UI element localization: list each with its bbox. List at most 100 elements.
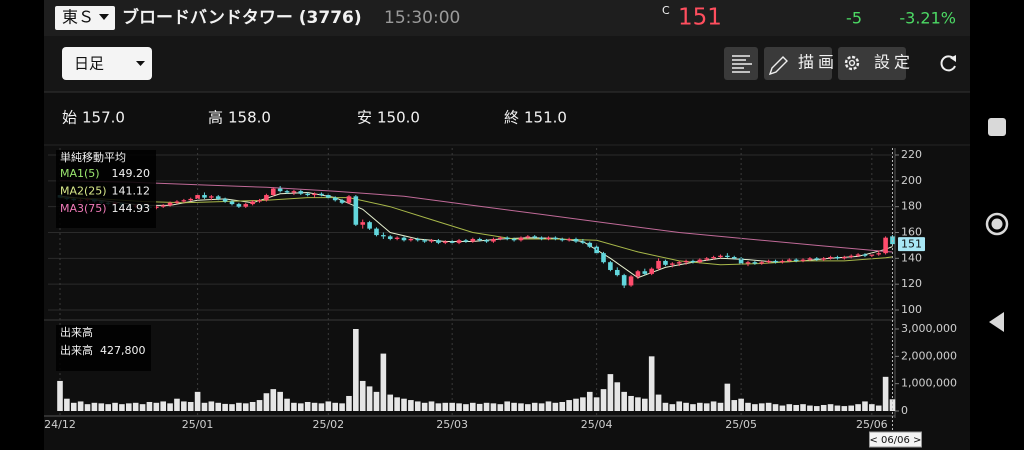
x-tick-label: 25/01 [182,418,214,431]
high-label: 高 [208,109,223,127]
low-label: 安 [357,109,372,127]
volume-bar [683,402,689,411]
candle-body [284,191,290,193]
volume-bar [194,391,201,411]
candle-body [580,241,586,243]
open-value: 157.0 [82,109,125,127]
settings-button[interactable]: 設定 [838,47,914,80]
candle-body [367,222,372,229]
pencil-icon [768,56,788,76]
volume-bar [421,402,428,411]
volume-bar [84,404,91,411]
volume-bar [414,401,421,411]
y-tick-label: 180 [901,200,922,213]
candle-body [477,238,482,241]
volume-bar [642,398,648,411]
volume-bar [738,398,744,411]
draw-button[interactable]: 描画 [764,47,838,80]
volume-bar [139,404,146,411]
candle-body [181,200,187,202]
candle-body [559,238,565,241]
volume-bar [270,389,277,411]
volume-bar [77,401,84,411]
period-selector[interactable]: 日足 [62,47,152,80]
settings-label[interactable]: 設定 [874,53,914,72]
candle-body [257,200,262,202]
volume-bar [353,329,359,411]
candle-body [277,188,283,192]
candle-body [566,238,572,241]
refresh-button[interactable] [940,55,956,72]
volume-bar [435,403,442,411]
candle-body [264,195,269,201]
volume-bar [772,404,779,411]
y-tick-label: 100 [901,303,922,316]
header-bar [44,0,970,36]
volume-bar [119,404,125,411]
volume-bar [793,404,799,411]
volume-bar [132,402,139,411]
change: -5 [846,9,862,28]
volume-bar [807,405,813,411]
refresh-icon[interactable] [940,55,956,72]
volume-bar [820,404,827,411]
candle-body [202,195,207,198]
button[interactable] [764,47,832,80]
x-tick-label: 25/06 [856,418,888,431]
candle-body [484,240,489,242]
high-value: 158.0 [228,109,271,127]
market-selector[interactable]: 東Ｓ [55,6,115,30]
volume-bar [187,401,194,411]
volume-bar [676,401,682,411]
draw-label[interactable]: 描画 [798,53,838,72]
home-button[interactable] [985,212,1009,236]
volume-bar [311,402,318,411]
volume-bar [573,398,579,411]
volume-bar [298,403,304,411]
volume-bar [724,383,731,411]
candle-body [869,254,875,256]
candle-body [401,237,407,241]
market-box[interactable] [55,6,115,30]
market[interactable]: 東Ｓ [62,8,94,27]
volume-bar [586,391,593,411]
candle-body [463,240,469,242]
back-button[interactable] [989,312,1004,332]
volume-bar [366,386,373,411]
volume-bar [518,403,524,411]
volume-bar [284,398,290,411]
period[interactable]: 日足 [74,55,104,73]
recents-button[interactable] [988,118,1006,136]
candle-body [518,237,524,241]
volume-bar [731,400,738,411]
volume-bar [325,401,332,411]
candle-body [814,258,820,260]
volume-bar [841,406,848,411]
legend-title: 単純移動平均 [60,150,126,164]
y-tick-label: 160 [901,226,922,239]
volume-bar [655,394,662,411]
candle-body [601,253,606,263]
volume-bar [174,398,180,411]
volume-bar [662,402,669,411]
volume-bar [765,402,772,411]
volume-bar [236,402,242,411]
candle-body [697,259,703,263]
period-box[interactable] [62,47,152,80]
volume-bar [779,405,786,411]
candle-body [298,191,304,194]
legend-entry: MA2(25) [60,185,107,198]
volume-bar [745,402,751,411]
volume-bar [277,391,283,411]
volume-bar [318,403,325,411]
indicator-button[interactable] [724,47,758,80]
volume-bar [690,404,696,411]
x-tick-label: 25/03 [436,418,468,431]
stock-name: ブロードバンドタワー (3776) [122,7,362,28]
candle-body [532,236,538,238]
button[interactable] [838,47,906,80]
volume-bar [552,402,559,411]
candle-body [842,257,847,259]
volume-bar [621,391,627,411]
